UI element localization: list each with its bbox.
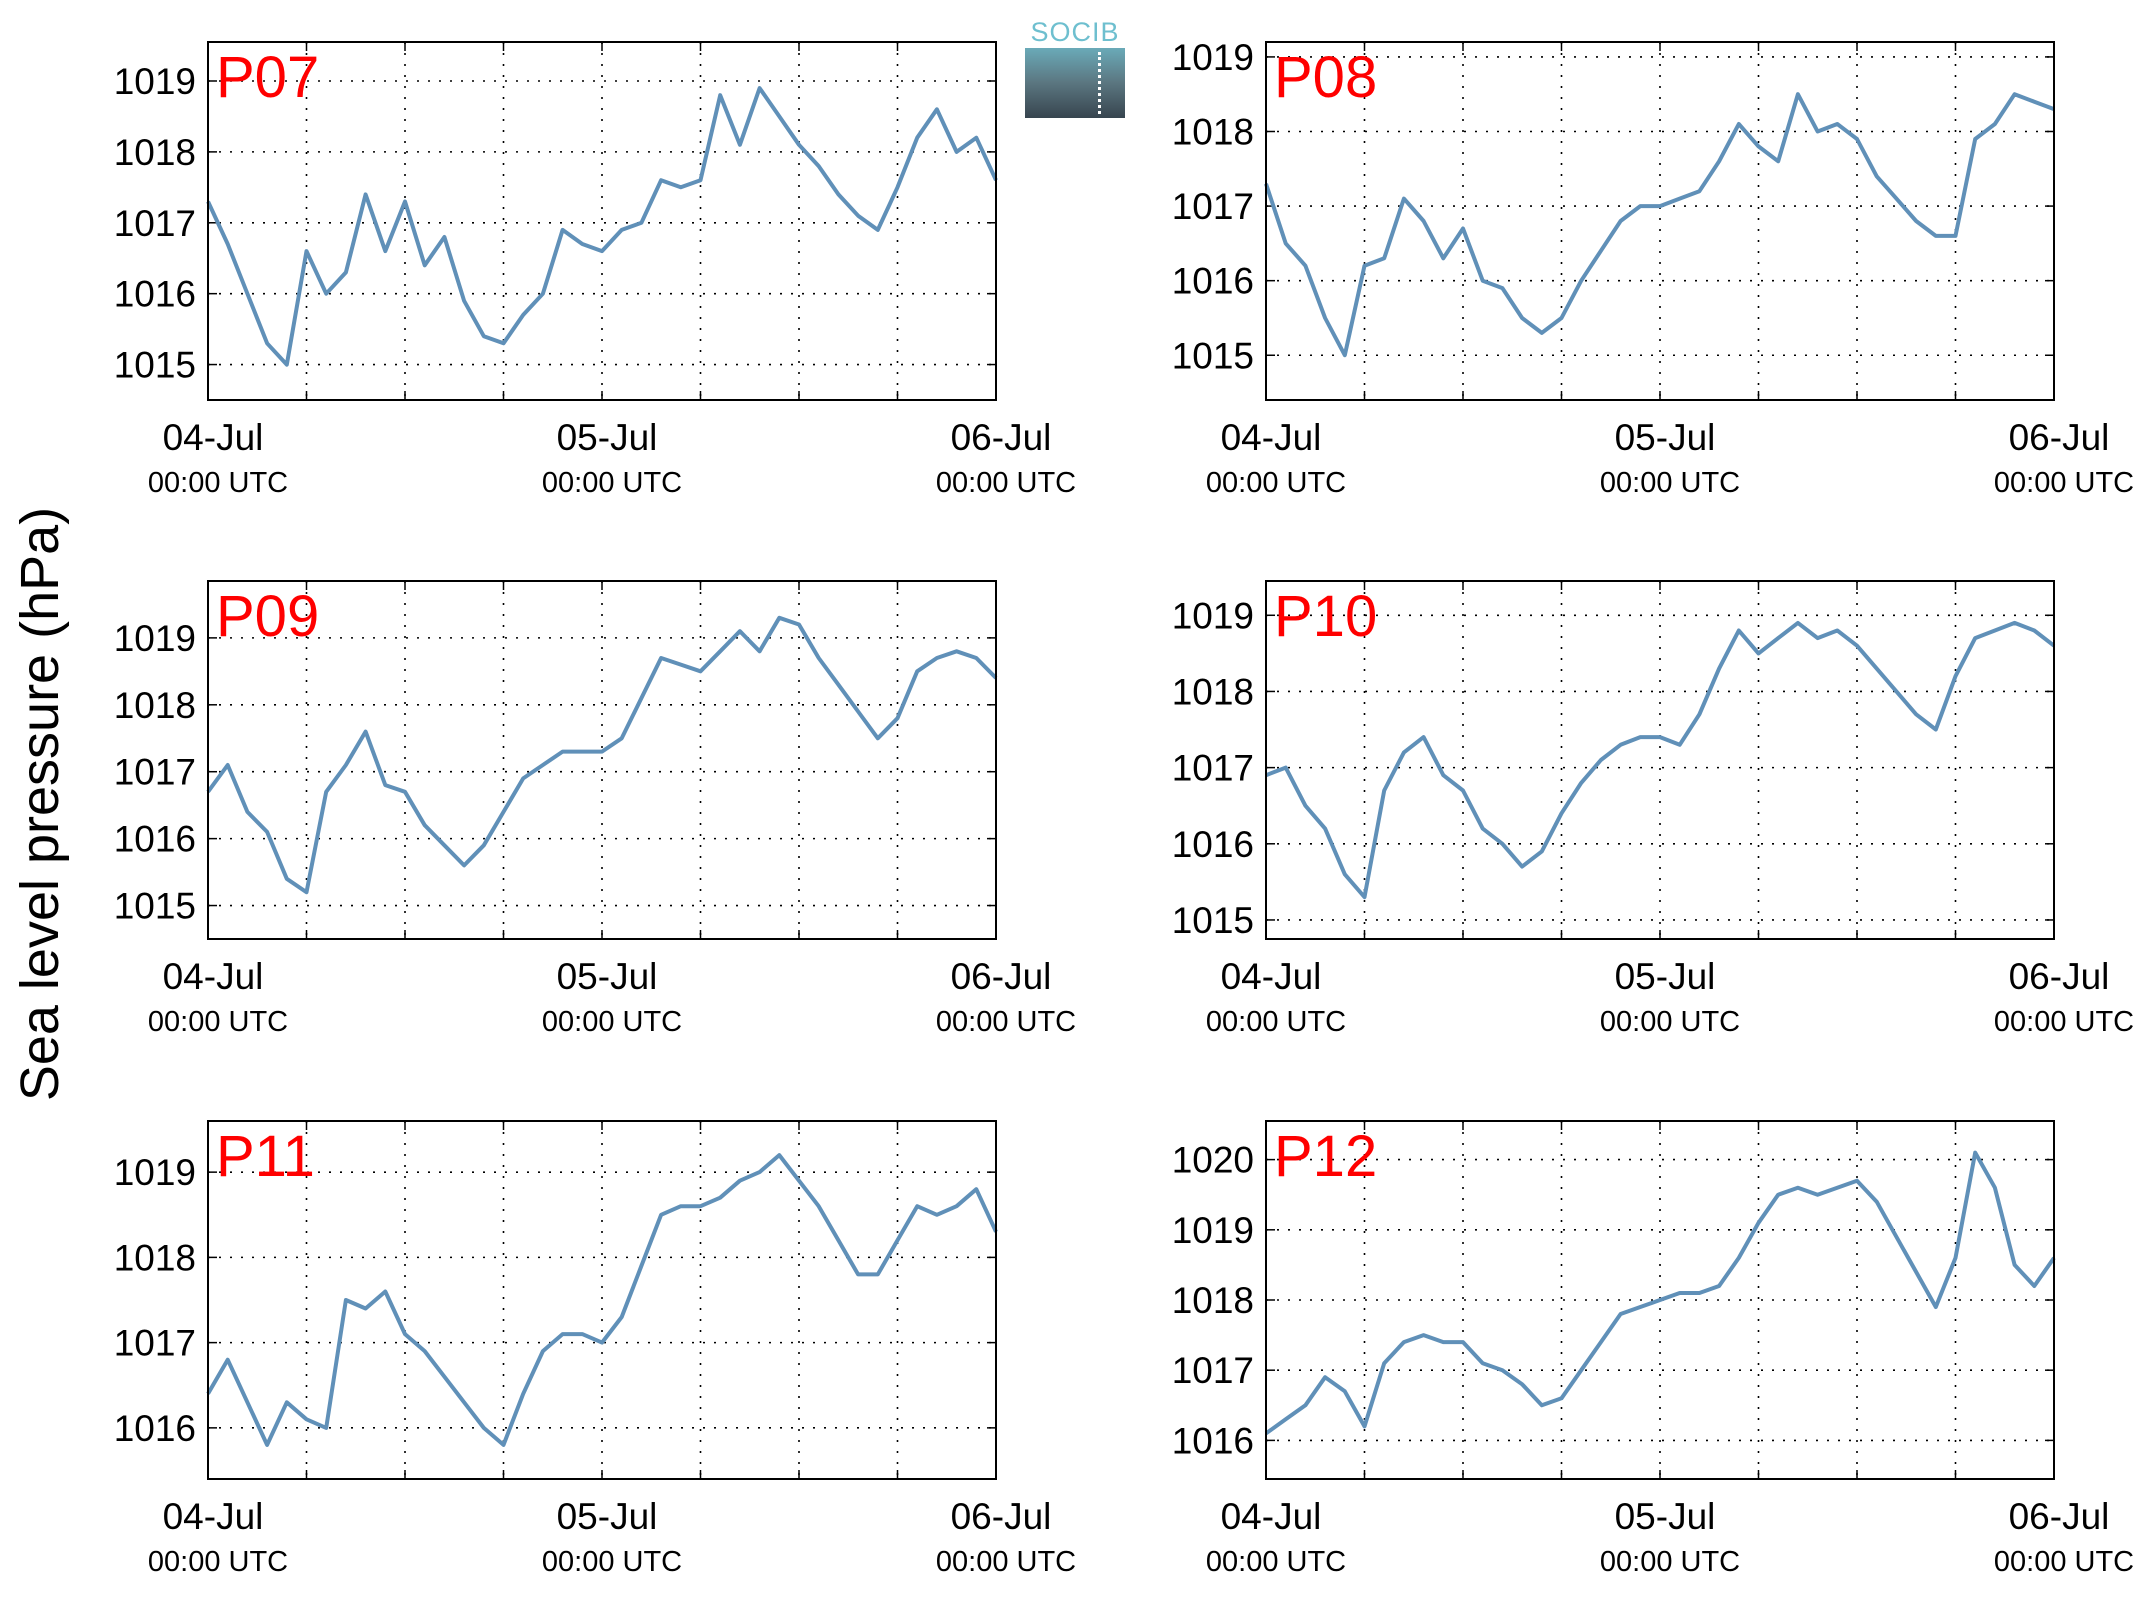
- plot-frame: [207, 1120, 997, 1480]
- x-tick-label-time: 00:00 UTC: [1994, 1006, 2134, 1038]
- panel-label: P12: [1274, 1124, 1377, 1189]
- y-tick-label: 1015: [114, 345, 196, 386]
- y-tick-label: 1015: [1172, 335, 1254, 376]
- y-tick-label: 1019: [1172, 37, 1254, 78]
- series-line-p07: [206, 86, 998, 367]
- panel-label: P08: [1274, 45, 1377, 110]
- x-tick-label-time: 00:00 UTC: [1994, 1546, 2134, 1578]
- x-tick-label-time: 00:00 UTC: [936, 1546, 1076, 1578]
- panel-label: P09: [216, 584, 319, 649]
- series-line-p08: [1264, 92, 2055, 358]
- x-tick-label-time: 00:00 UTC: [1600, 1546, 1740, 1578]
- y-tick-label: 1018: [114, 1237, 196, 1278]
- x-tick-label-date: 04-Jul: [163, 956, 264, 997]
- x-tick-label-date: 06-Jul: [951, 1496, 1052, 1537]
- chart-panel-p07: 1015 1016 1017 1018 1019 04-Jul 00:00 UTC 05-Ju…: [114, 41, 1076, 499]
- x-tick-label-time: 00:00 UTC: [1600, 1006, 1740, 1038]
- y-tick-label: 1018: [114, 132, 196, 173]
- x-tick-label-time: 00:00 UTC: [542, 467, 682, 499]
- y-tick-label: 1018: [1172, 112, 1254, 153]
- x-tick-label-time: 00:00 UTC: [1206, 467, 1346, 499]
- y-tick-label: 1017: [114, 203, 196, 244]
- x-tick-label-date: 04-Jul: [1221, 417, 1322, 458]
- plot-frame: [1265, 580, 2055, 940]
- x-tick-label-time: 00:00 UTC: [1206, 1006, 1346, 1038]
- x-tick-label-date: 04-Jul: [1221, 956, 1322, 997]
- x-tick-label-time: 00:00 UTC: [542, 1006, 682, 1038]
- x-tick-label-date: 06-Jul: [2009, 1496, 2110, 1537]
- x-tick-label-time: 00:00 UTC: [936, 467, 1076, 499]
- y-tick-label: 1019: [1172, 1210, 1254, 1251]
- x-tick-label-date: 06-Jul: [2009, 956, 2110, 997]
- y-tick-label: 1015: [114, 886, 196, 927]
- chart-panel-p08: 1015 1016 1017 1018 1019 04-Jul 00:00 UTC 05-Ju…: [1172, 37, 2134, 499]
- x-tick-label-time: 00:00 UTC: [542, 1546, 682, 1578]
- panel-label: P10: [1274, 584, 1377, 649]
- x-tick-label-date: 06-Jul: [951, 956, 1052, 997]
- chart-panel-p12: 1016 1017 1018 1019 1020 04-Jul 00:00 UTC 05-Ju…: [1172, 1120, 2134, 1578]
- y-tick-label: 1017: [114, 1323, 196, 1364]
- series-line-p12: [1264, 1150, 2056, 1436]
- panel-label: P11: [216, 1124, 315, 1189]
- x-tick-label-date: 04-Jul: [163, 1496, 264, 1537]
- plot-frame: [1265, 41, 2055, 401]
- x-tick-label-time: 00:00 UTC: [936, 1006, 1076, 1038]
- y-tick-label: 1018: [1172, 671, 1254, 712]
- x-tick-label-time: 00:00 UTC: [1206, 1546, 1346, 1578]
- plot-frame: [1265, 1120, 2055, 1480]
- y-tick-label: 1016: [114, 1408, 196, 1449]
- x-tick-label-date: 06-Jul: [951, 417, 1052, 458]
- x-tick-label-time: 00:00 UTC: [148, 1546, 288, 1578]
- logo-text: SOCIB: [1030, 17, 1120, 47]
- y-tick-label: 1016: [1172, 261, 1254, 302]
- x-tick-label-date: 05-Jul: [1615, 956, 1716, 997]
- plot-frame: [207, 580, 997, 940]
- x-tick-label-date: 05-Jul: [1615, 417, 1716, 458]
- x-tick-label-time: 00:00 UTC: [148, 1006, 288, 1038]
- plot-frame: [207, 41, 997, 401]
- chart-panel-p10: 1015 1016 1017 1018 1019 04-Jul 00:00 UTC 05-Ju…: [1172, 580, 2134, 1038]
- series-line-p11: [206, 1153, 998, 1447]
- x-tick-label-date: 06-Jul: [2009, 417, 2110, 458]
- y-tick-label: 1015: [1172, 900, 1254, 941]
- y-tick-label: 1017: [1172, 186, 1254, 227]
- y-tick-label: 1018: [1172, 1280, 1254, 1321]
- y-tick-label: 1016: [1172, 824, 1254, 865]
- y-tick-label: 1016: [114, 819, 196, 860]
- y-tick-label: 1017: [1172, 748, 1254, 789]
- y-tick-label: 1016: [1172, 1420, 1254, 1461]
- y-tick-label: 1019: [1172, 595, 1254, 636]
- x-tick-label-time: 00:00 UTC: [148, 467, 288, 499]
- chart-panel-p09: 1015 1016 1017 1018 1019 04-Jul 00:00 UTC 05-Ju…: [114, 580, 1076, 1038]
- chart-panel-p11: 1016 1017 1018 1019 04-Jul 00:00 UTC 05-Jul 00:…: [114, 1120, 1076, 1578]
- y-tick-label: 1017: [1172, 1350, 1254, 1391]
- y-tick-label: 1017: [114, 752, 196, 793]
- x-tick-label-time: 00:00 UTC: [1600, 467, 1740, 499]
- y-tick-label: 1019: [114, 1152, 196, 1193]
- socib-logo: SOCIB: [1025, 18, 1125, 122]
- panel-label: P07: [216, 45, 319, 110]
- x-tick-label-date: 05-Jul: [557, 956, 658, 997]
- x-tick-label-date: 04-Jul: [1221, 1496, 1322, 1537]
- y-tick-label: 1019: [114, 618, 196, 659]
- y-tick-label: 1016: [114, 274, 196, 315]
- logo-block: [1025, 48, 1125, 118]
- y-tick-label: 1019: [114, 61, 196, 102]
- x-tick-label-time: 00:00 UTC: [1994, 467, 2134, 499]
- x-tick-label-date: 05-Jul: [1615, 1496, 1716, 1537]
- y-tick-label: 1020: [1172, 1140, 1254, 1181]
- x-tick-label-date: 05-Jul: [557, 1496, 658, 1537]
- logo-dots: [1098, 52, 1101, 114]
- series-line-p10: [1265, 620, 2056, 900]
- series-line-p09: [206, 615, 998, 895]
- x-tick-label-date: 05-Jul: [557, 417, 658, 458]
- x-tick-label-date: 04-Jul: [163, 417, 264, 458]
- y-tick-label: 1018: [114, 685, 196, 726]
